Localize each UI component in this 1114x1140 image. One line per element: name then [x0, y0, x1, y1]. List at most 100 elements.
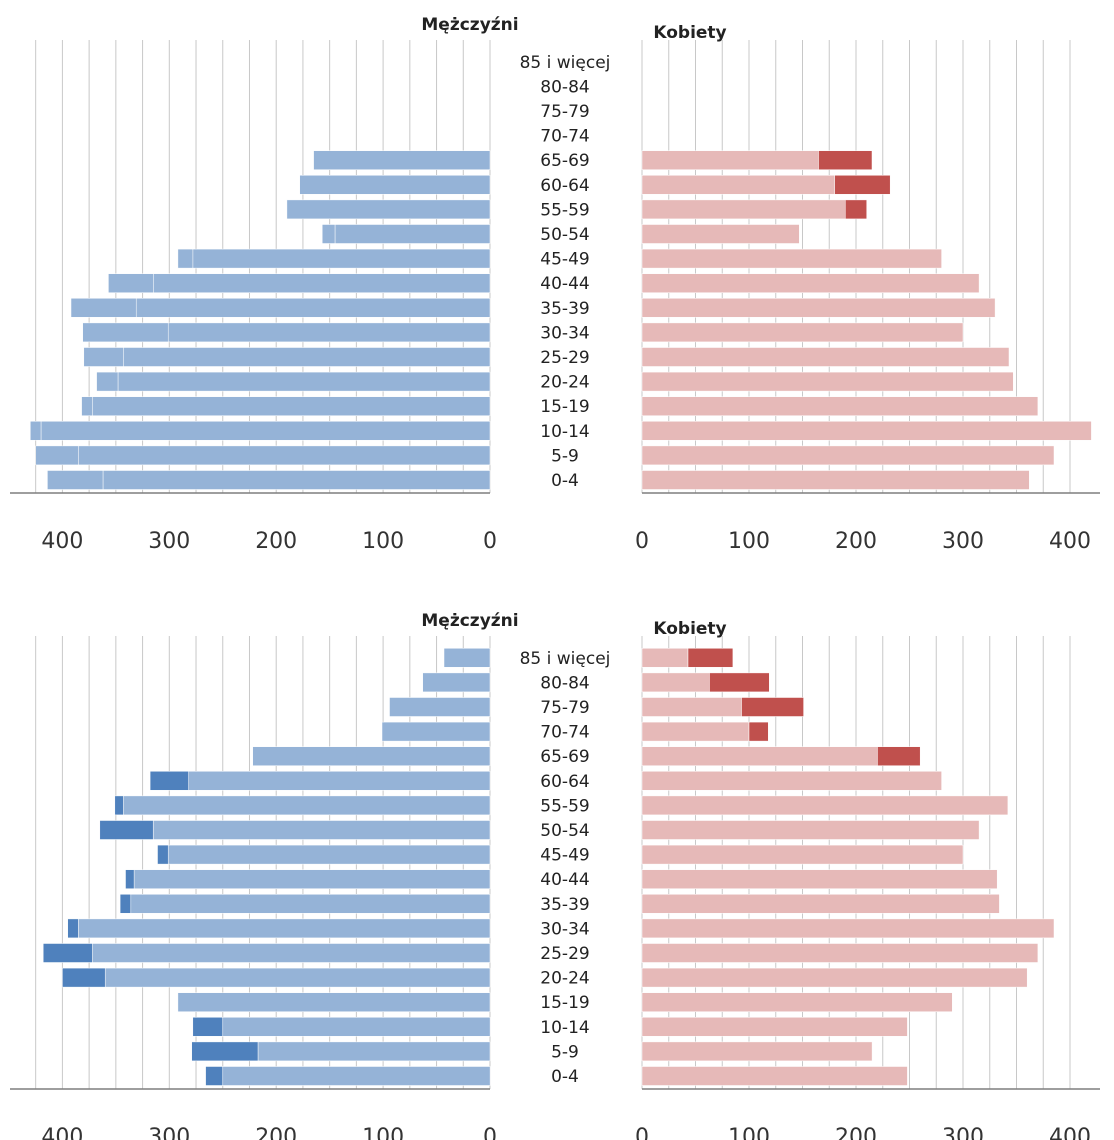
male-bar-5-9-s1 [35, 445, 79, 466]
female-bar-15-19-s0 [641, 396, 1039, 416]
male-bar-5-9-s1 [191, 1041, 259, 1062]
male-bar-20-24-s0 [104, 967, 491, 988]
male-bar-45-49-s1 [157, 844, 169, 865]
age-label: 85 i więcej [520, 649, 611, 669]
female-tick-label: 100 [728, 529, 770, 554]
male-bar-50-54-s1 [321, 224, 336, 244]
age-label: 25-29 [540, 348, 589, 368]
male-bar-15-19-s1 [81, 396, 93, 416]
age-label: 5-9 [551, 446, 579, 466]
age-label: 5-9 [551, 1042, 579, 1062]
male-tick-label: 400 [41, 1125, 83, 1140]
male-bar-25-29-s1 [42, 943, 93, 963]
male-bar-40-44-s1 [125, 869, 135, 889]
male-bar-40-44-s0 [133, 869, 491, 889]
female-bar-80-84-s0 [641, 672, 710, 693]
female-bar-65-69-s0 [641, 150, 819, 170]
female-bar-55-59-s1 [845, 199, 867, 220]
female-bar-55-59-s0 [641, 199, 846, 220]
female-bar-10-14-s0 [641, 1017, 908, 1037]
male-tick-label: 0 [483, 529, 497, 554]
female-tick-label: 0 [635, 529, 649, 554]
female-bar-85-i-więcej-s0 [641, 648, 689, 668]
age-label: 0-4 [551, 471, 579, 491]
age-label: 15-19 [540, 993, 589, 1013]
male-gridlines [35, 40, 491, 493]
female-bar-50-54-s0 [641, 224, 800, 244]
male-tick-label: 400 [41, 529, 83, 554]
male-bar-50-54-s1 [99, 820, 154, 840]
male-bar-5-9-s0 [78, 445, 491, 466]
age-label: 60-64 [540, 176, 589, 196]
male-bar-10-14-s0 [222, 1017, 491, 1037]
male-bar-85-i-więcej-s0 [443, 648, 491, 668]
female-bar-80-84-s1 [709, 672, 770, 693]
female-bar-15-19-s0 [641, 992, 953, 1012]
male-bar-5-9-s0 [257, 1041, 491, 1062]
male-bar-45-49-s0 [192, 248, 491, 269]
age-label: 80-84 [540, 77, 589, 97]
age-labels: 0-4 5-9 10-14 15-19 20-24 25-29 30-34 35-39 40-4… [520, 649, 611, 1087]
age-label: 55-59 [540, 200, 589, 220]
male-bar-60-64-s1 [299, 175, 491, 195]
male-bar-65-69-s0 [252, 746, 491, 766]
tick-labels: 0 100 200 300 400 0 100 200 300 400 [41, 529, 1091, 554]
female-bar-60-64-s1 [834, 175, 891, 195]
age-label: 70-74 [540, 127, 589, 147]
age-label: 40-44 [540, 870, 589, 890]
male-bar-60-64-s0 [188, 771, 491, 791]
age-label: 60-64 [540, 772, 589, 792]
male-bar-55-59-s1 [286, 199, 491, 220]
age-label: 20-24 [540, 373, 589, 393]
male-bar-70-74-s0 [381, 721, 491, 742]
age-label: 35-39 [540, 299, 589, 319]
male-bar-35-39-s1 [119, 894, 132, 914]
male-bar-55-59-s1 [114, 795, 124, 816]
male-bar-0-4-s0 [222, 1066, 491, 1086]
male-bar-0-4-s0 [102, 470, 491, 490]
male-bar-25-29-s1 [83, 347, 124, 367]
female-tick-label: 200 [835, 1125, 877, 1140]
male-bar-50-54-s0 [153, 820, 491, 840]
female-bar-65-69-s0 [641, 746, 878, 766]
female-tick-label: 100 [728, 1125, 770, 1140]
female-bar-65-69-s1 [818, 150, 873, 170]
male-bar-40-44-s1 [108, 273, 154, 293]
male-bar-30-34-s1 [82, 322, 169, 343]
pyramid-panel-1: 0-4 5-9 10-14 15-19 20-24 25-29 30-34 35-39 40-4… [10, 15, 1100, 554]
age-label: 20-24 [540, 969, 589, 989]
female-bar-55-59-s0 [641, 795, 1009, 816]
age-label: 65-69 [540, 151, 589, 171]
age-label: 25-29 [540, 944, 589, 964]
female-bar-10-14-s0 [641, 421, 1092, 441]
age-labels: 0-4 5-9 10-14 15-19 20-24 25-29 30-34 35-39 40-4… [520, 53, 611, 491]
male-bar-20-24-s1 [62, 967, 106, 988]
age-label: 65-69 [540, 747, 589, 767]
female-bar-20-24-s0 [641, 371, 1014, 392]
age-label: 40-44 [540, 274, 589, 294]
male-bar-10-14-s0 [40, 421, 491, 441]
male-bar-25-29-s0 [123, 347, 491, 367]
age-label: 15-19 [540, 397, 589, 417]
tick-labels: 0 100 200 300 400 0 100 200 300 400 [41, 1125, 1091, 1140]
female-title: Kobiety [653, 619, 726, 639]
female-tick-label: 400 [1049, 1125, 1091, 1140]
age-label: 30-34 [540, 323, 589, 343]
male-bar-10-14-s1 [192, 1017, 223, 1037]
female-title: Kobiety [653, 23, 726, 43]
male-bar-30-34-s1 [67, 918, 79, 939]
female-bar-35-39-s0 [641, 894, 1000, 914]
male-tick-label: 200 [255, 1125, 297, 1140]
male-bar-45-49-s1 [177, 248, 194, 269]
female-bar-25-29-s0 [641, 347, 1010, 367]
male-bars [30, 150, 491, 490]
female-bar-45-49-s0 [641, 844, 964, 865]
age-label: 85 i więcej [520, 53, 611, 73]
male-bar-20-24-s0 [117, 371, 491, 392]
female-bars [641, 648, 1055, 1086]
female-tick-label: 400 [1049, 529, 1091, 554]
male-bar-10-14-s1 [30, 421, 42, 441]
male-tick-label: 300 [148, 1125, 190, 1140]
male-title: Mężczyźni [421, 611, 518, 631]
